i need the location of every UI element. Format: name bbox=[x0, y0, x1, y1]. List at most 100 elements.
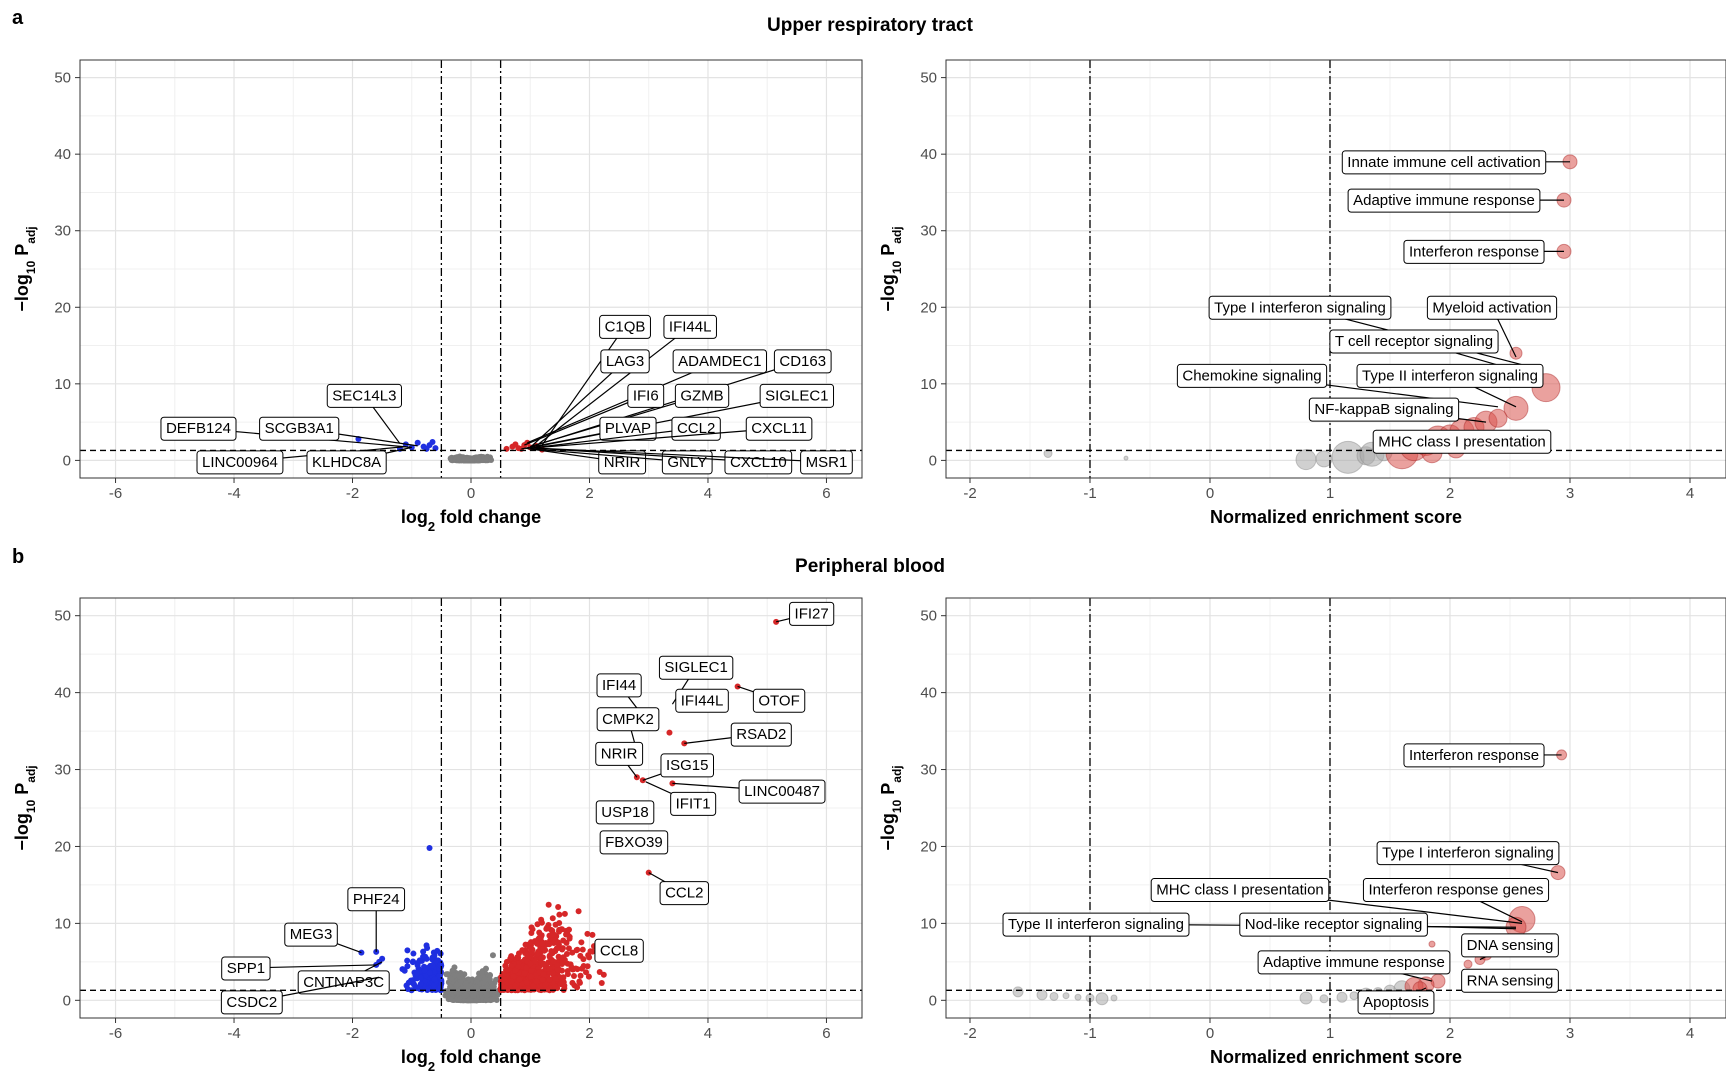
label-box bbox=[800, 450, 853, 475]
bg-point bbox=[449, 967, 456, 974]
y-tick-label: 10 bbox=[920, 915, 937, 932]
data-label-16: MEG3 bbox=[284, 922, 338, 947]
pathway-point-ns bbox=[1299, 991, 1313, 1005]
data-label-1: Type I interferon signaling bbox=[1376, 841, 1560, 866]
bg-point bbox=[533, 978, 540, 985]
bg-point bbox=[410, 950, 417, 957]
label-box bbox=[595, 800, 655, 825]
label-text: CCL8 bbox=[600, 942, 638, 959]
bg-point bbox=[420, 953, 427, 960]
bg-point bbox=[556, 911, 563, 918]
label-text: RNA sensing bbox=[1467, 972, 1554, 989]
data-label-6: Chemokine signaling bbox=[1176, 363, 1328, 388]
bg-point bbox=[600, 971, 607, 978]
y-tick-label: 50 bbox=[54, 608, 71, 625]
label-box bbox=[196, 450, 284, 475]
bg-point bbox=[420, 948, 427, 955]
y-tick-label: 50 bbox=[920, 70, 937, 87]
label-box bbox=[1308, 397, 1460, 422]
data-label-8: ISG15 bbox=[660, 753, 715, 778]
bg-point bbox=[555, 904, 562, 911]
bg-point bbox=[510, 973, 517, 980]
label-text: IFI44L bbox=[669, 318, 712, 335]
label-box bbox=[598, 450, 647, 475]
bg-point bbox=[482, 965, 489, 972]
y-tick-label: 30 bbox=[920, 223, 937, 240]
label-box bbox=[658, 655, 734, 680]
label-text: SEC14L3 bbox=[332, 387, 396, 404]
y-tick-label: 40 bbox=[54, 685, 71, 702]
data-label-15: PHF24 bbox=[347, 887, 406, 912]
label-text: NRIR bbox=[604, 454, 641, 471]
label-text: PLVAP bbox=[605, 420, 651, 437]
x-tick-label: -2 bbox=[346, 485, 359, 502]
x-tick-label: 2 bbox=[585, 485, 593, 502]
y-title-sub2: adj bbox=[890, 765, 904, 782]
x-tick-label: 3 bbox=[1566, 1025, 1574, 1042]
data-label-3: Interferon response genes bbox=[1362, 878, 1550, 903]
bg-point bbox=[558, 926, 565, 933]
x-axis-title: log2 fold change bbox=[401, 1047, 541, 1071]
x-tick-label: -1 bbox=[1083, 485, 1096, 502]
bg-point bbox=[445, 996, 452, 1003]
label-text: CCL2 bbox=[677, 420, 715, 437]
label-text: Myeloid activation bbox=[1432, 299, 1551, 316]
bg-point bbox=[580, 956, 587, 963]
bg-point bbox=[534, 951, 541, 958]
bg-point bbox=[578, 939, 585, 946]
x-title-rest: fold change bbox=[435, 1047, 541, 1067]
data-label-0: Interferon response bbox=[1403, 743, 1545, 768]
bg-point bbox=[431, 969, 438, 976]
y-tick-label: 20 bbox=[54, 838, 71, 855]
bg-point bbox=[409, 959, 416, 966]
x-tick-label: -4 bbox=[227, 1025, 240, 1042]
y-title-sub1: 10 bbox=[24, 799, 38, 813]
label-text: ADAMDEC1 bbox=[678, 353, 761, 370]
x-tick-label: -6 bbox=[109, 485, 122, 502]
bg-point bbox=[523, 979, 530, 986]
label-text: SPP1 bbox=[227, 960, 265, 977]
y-axis-title: −log10 Padj bbox=[12, 226, 38, 311]
bg-point bbox=[505, 966, 512, 973]
label-text: CCL2 bbox=[665, 885, 703, 902]
pathway-point-ns bbox=[1043, 449, 1053, 459]
label-text: Chemokine signaling bbox=[1182, 367, 1321, 384]
pathway-point-ns bbox=[1295, 449, 1317, 471]
label-text: Interferon response genes bbox=[1368, 882, 1543, 899]
label-leader-1 bbox=[535, 325, 691, 447]
label-leader-9 bbox=[530, 427, 697, 449]
bg-point bbox=[558, 967, 565, 974]
label-text: Type I interferon signaling bbox=[1214, 299, 1386, 316]
x-tick-label: 6 bbox=[822, 1025, 830, 1042]
y-title-sub2: adj bbox=[24, 226, 38, 243]
bg-point bbox=[587, 948, 594, 955]
data-label-19: KLHDC8A bbox=[306, 450, 387, 475]
y-title-mid: P bbox=[12, 783, 32, 800]
label-box bbox=[789, 601, 835, 626]
y-tick-label: 20 bbox=[920, 299, 937, 316]
y-tick-label: 30 bbox=[54, 762, 71, 779]
label-box bbox=[1176, 363, 1328, 388]
label-box bbox=[599, 314, 651, 339]
bg-point bbox=[540, 961, 547, 968]
data-label-9: Apoptosis bbox=[1357, 990, 1435, 1015]
bg-point bbox=[543, 925, 550, 932]
x-tick-label: -6 bbox=[109, 1025, 122, 1042]
label-box bbox=[1341, 150, 1547, 175]
label-box bbox=[672, 349, 767, 374]
x-axis-title: Normalized enrichment score bbox=[1210, 1047, 1462, 1067]
label-box bbox=[1403, 239, 1545, 264]
label-text: SCGB3A1 bbox=[265, 420, 334, 437]
bg-point bbox=[488, 457, 495, 464]
data-label-4: Myeloid activation bbox=[1426, 295, 1558, 320]
x-axis-title: log2 fold change bbox=[401, 507, 541, 534]
pathway-point-up bbox=[1503, 395, 1529, 421]
bg-point bbox=[516, 976, 523, 983]
data-label-13: CCL2 bbox=[659, 881, 709, 906]
bg-point bbox=[470, 992, 477, 999]
data-label-7: Adaptive immune response bbox=[1257, 950, 1451, 975]
plot-border bbox=[945, 59, 1726, 479]
label-text: MHC class I presentation bbox=[1156, 882, 1324, 899]
bg-point bbox=[527, 939, 534, 946]
data-label-7: SIGLEC1 bbox=[759, 383, 835, 408]
